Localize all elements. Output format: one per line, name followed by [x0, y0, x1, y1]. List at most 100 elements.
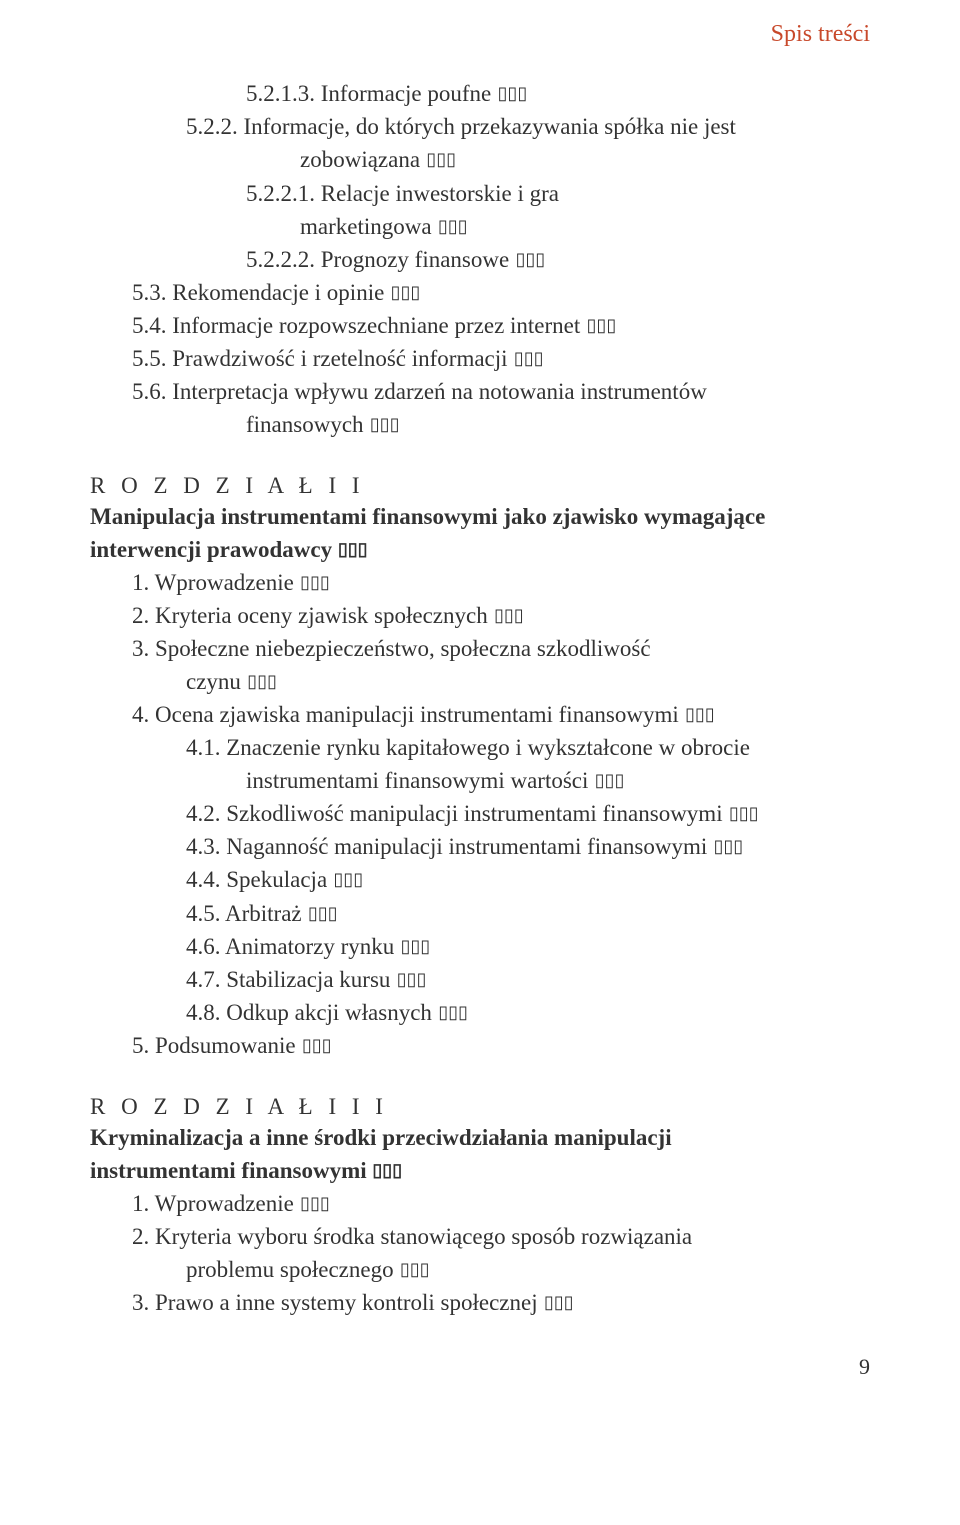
page-ref-glyph: ▯▯▯	[438, 1000, 468, 1024]
toc-entry: instrumentami finansowymi wartości ▯▯▯	[246, 765, 870, 798]
page-header: Spis treści	[90, 18, 870, 50]
toc-entry: 5.3. Rekomendacje i opinie ▯▯▯	[132, 277, 870, 310]
page-ref-glyph: ▯▯▯	[300, 1191, 330, 1215]
toc-entry: 5. Podsumowanie ▯▯▯	[132, 1030, 870, 1063]
page-ref-glyph: ▯▯▯	[391, 280, 421, 304]
chapter-title-line: Kryminalizacja a inne środki przeciwdzia…	[90, 1122, 870, 1155]
toc-text: Ocena zjawiska manipulacji instrumentami…	[155, 702, 679, 727]
toc-entry: 4.7. Stabilizacja kursu ▯▯▯	[186, 964, 870, 997]
toc-number: 5.3.	[132, 280, 172, 305]
toc-text: Informacje poufne	[321, 81, 492, 106]
chapter-label: R O Z D Z I A Ł I I	[90, 470, 870, 501]
toc-entry: 5.5. Prawdziwość i rzetelność informacji…	[132, 343, 870, 376]
toc-number: 3.	[132, 636, 155, 661]
page-ref-glyph: ▯▯▯	[494, 603, 524, 627]
toc-entry: 2. Kryteria oceny zjawisk społecznych ▯▯…	[132, 600, 870, 633]
page-ref-glyph: ▯▯▯	[514, 346, 544, 370]
toc-number: 2.	[132, 603, 155, 628]
page-ref-glyph: ▯▯▯	[300, 570, 330, 594]
toc-entry: finansowych ▯▯▯	[246, 409, 870, 442]
toc-text: Wprowadzenie	[155, 570, 294, 595]
page-ref-glyph: ▯▯▯	[729, 801, 759, 825]
toc-number: 4.7.	[186, 967, 226, 992]
toc-text: Kryteria wyboru środka stanowiącego spos…	[155, 1224, 692, 1249]
page-ref-glyph: ▯▯▯	[333, 867, 363, 891]
toc-entry: problemu społecznego ▯▯▯	[186, 1254, 870, 1287]
page-number: 9	[90, 1352, 870, 1382]
page-ref-glyph: ▯▯▯	[587, 313, 617, 337]
toc-text: Prawdziwość i rzetelność informacji	[172, 346, 507, 371]
chapter-2: R O Z D Z I A Ł I I Manipulacja instrume…	[90, 470, 870, 1063]
toc-text: Podsumowanie	[155, 1033, 296, 1058]
toc-number: 5.2.2.1.	[246, 181, 321, 206]
toc-entry: 1. Wprowadzenie ▯▯▯	[132, 567, 870, 600]
page-ref-glyph: ▯▯▯	[308, 901, 338, 925]
toc-entry: 5.6. Interpretacja wpływu zdarzeń na not…	[132, 376, 870, 409]
toc-text: Znaczenie rynku kapitałowego i wykształc…	[226, 735, 750, 760]
toc-text: instrumentami finansowymi wartości	[246, 768, 588, 793]
toc-entry: 4.2. Szkodliwość manipulacji instrumenta…	[186, 798, 870, 831]
toc-text: Spekulacja	[226, 867, 327, 892]
toc-number: 5.4.	[132, 313, 172, 338]
toc-text: Rekomendacje i opinie	[172, 280, 384, 305]
toc-entry: 4.1. Znaczenie rynku kapitałowego i wyks…	[186, 732, 870, 765]
toc-number: 1.	[132, 1191, 155, 1216]
page-ref-glyph: ▯▯▯	[685, 702, 715, 726]
page-ref-glyph: ▯▯▯	[397, 967, 427, 991]
page-ref-glyph: ▯▯▯	[426, 147, 456, 171]
page-ref-glyph: ▯▯▯	[401, 934, 431, 958]
page-ref-glyph: ▯▯▯	[595, 768, 625, 792]
toc-number: 2.	[132, 1224, 155, 1249]
toc-text: problemu społecznego	[186, 1257, 394, 1282]
toc-entry: 4.8. Odkup akcji własnych ▯▯▯	[186, 997, 870, 1030]
toc-text: Społeczne niebezpieczeństwo, społeczna s…	[155, 636, 651, 661]
toc-entry: 5.2.2. Informacje, do których przekazywa…	[186, 111, 870, 144]
toc-number: 1.	[132, 570, 155, 595]
page-ref-glyph: ▯▯▯	[438, 214, 468, 238]
toc-entry: 4.6. Animatorzy rynku ▯▯▯	[186, 931, 870, 964]
page-ref-glyph: ▯▯▯	[544, 1290, 574, 1314]
page-ref-glyph: ▯▯▯	[498, 81, 528, 105]
toc-entry: 3. Społeczne niebezpieczeństwo, społeczn…	[132, 633, 870, 666]
toc-number: 5.2.2.	[186, 114, 244, 139]
toc-text: Szkodliwość manipulacji instrumentami fi…	[226, 801, 722, 826]
toc-text: Stabilizacja kursu	[226, 967, 390, 992]
toc-entry: marketingowa ▯▯▯	[300, 211, 870, 244]
toc-number: 5.6.	[132, 379, 172, 404]
toc-entry: 1. Wprowadzenie ▯▯▯	[132, 1188, 870, 1221]
toc-number: 4.2.	[186, 801, 226, 826]
toc-entry: 5.2.1.3. Informacje poufne ▯▯▯	[246, 78, 870, 111]
chapter-title: Kryminalizacja a inne środki przeciwdzia…	[90, 1122, 870, 1188]
toc-text: Kryteria oceny zjawisk społecznych	[155, 603, 488, 628]
chapter-title: Manipulacja instrumentami finansowymi ja…	[90, 501, 870, 567]
toc-number: 4.3.	[186, 834, 226, 859]
toc-number: 5.2.2.2.	[246, 247, 321, 272]
toc-text: zobowiązana	[300, 147, 420, 172]
page-ref-glyph: ▯▯▯	[372, 1158, 402, 1182]
toc-text: Odkup akcji własnych	[226, 1000, 432, 1025]
toc-entry: 4.4. Spekulacja ▯▯▯	[186, 864, 870, 897]
toc-text: Interpretacja wpływu zdarzeń na notowani…	[172, 379, 707, 404]
toc-number: 5.5.	[132, 346, 172, 371]
toc-text: Informacje, do których przekazywania spó…	[244, 114, 736, 139]
toc-entry: 4. Ocena zjawiska manipulacji instrument…	[132, 699, 870, 732]
toc-number: 4.1.	[186, 735, 226, 760]
toc-number: 3.	[132, 1290, 155, 1315]
toc-number: 4.5.	[186, 901, 225, 926]
page-ref-glyph: ▯▯▯	[515, 247, 545, 271]
chapter-3: R O Z D Z I A Ł I I I Kryminalizacja a i…	[90, 1091, 870, 1320]
toc-entry: 5.2.2.2. Prognozy finansowe ▯▯▯	[246, 244, 870, 277]
page-ref-glyph: ▯▯▯	[400, 1257, 430, 1281]
chapter-label: R O Z D Z I A Ł I I I	[90, 1091, 870, 1122]
toc-text: Wprowadzenie	[155, 1191, 294, 1216]
toc-entry: 4.5. Arbitraż ▯▯▯	[186, 898, 870, 931]
toc-text: marketingowa	[300, 214, 432, 239]
toc-entry: zobowiązana ▯▯▯	[300, 144, 870, 177]
chapter-title-line: instrumentami finansowymi ▯▯▯	[90, 1155, 870, 1188]
toc-entry: 2. Kryteria wyboru środka stanowiącego s…	[132, 1221, 870, 1254]
page-ref-glyph: ▯▯▯	[370, 412, 400, 436]
toc-text: Informacje rozpowszechniane przez intern…	[172, 313, 580, 338]
page-ref-glyph: ▯▯▯	[247, 669, 277, 693]
toc-text: finansowych	[246, 412, 364, 437]
toc-text: Arbitraż	[225, 901, 302, 926]
